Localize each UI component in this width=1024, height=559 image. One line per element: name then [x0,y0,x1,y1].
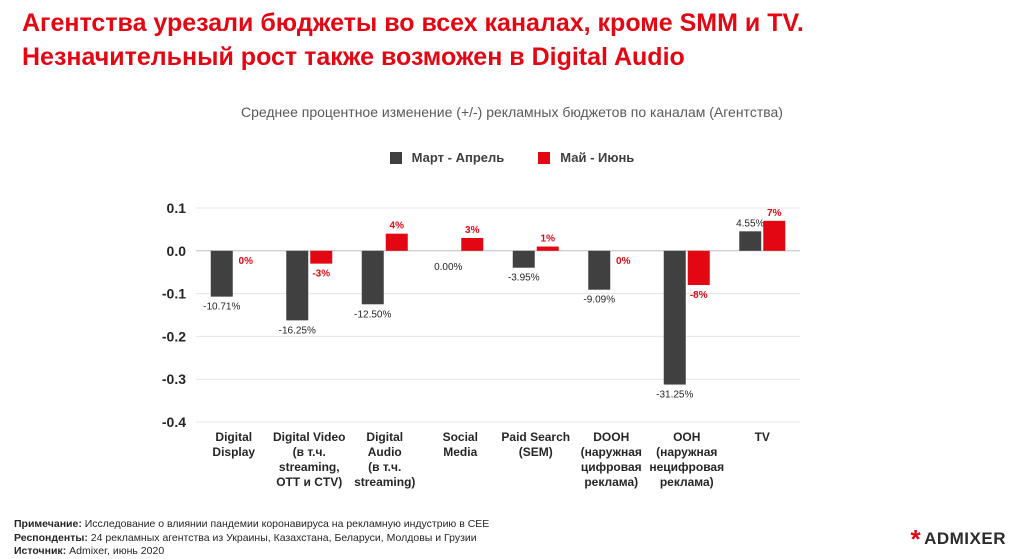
headline: Агентства урезали бюджеты во всех канала… [22,6,1002,74]
bar-series-2 [763,220,786,251]
legend-item-series-2: Май - Июнь [538,150,634,165]
bar-series-2 [310,250,333,264]
footnote-respondents: Респонденты: 24 рекламных агентства из У… [14,532,489,546]
legend-swatch-series-2 [538,151,551,164]
data-label-series-2: 3% [465,225,480,236]
data-label-series-1: -12.50% [354,309,391,320]
x-category-label: Digital Display [212,430,256,459]
legend-item-series-1: Март - Апрель [389,150,505,165]
x-category-label: Social Media [442,430,478,459]
chart-legend: Март - Апрель Май - Июнь [0,150,1024,165]
x-category-label: Digital Video (в т.ч. streaming, OTT и C… [273,430,346,489]
data-label-series-1: -31.25% [656,390,693,401]
bar-series-2 [461,237,484,251]
x-category-label: Digital Audio (в т.ч. streaming) [354,430,416,489]
chart-title: Среднее процентное изменение (+/-) рекла… [241,104,783,120]
y-tick-label: -0.3 [162,371,186,387]
x-category-label: OOH (наружная нецифровая реклама) [649,430,725,489]
data-label-series-1: -10.71% [203,302,240,313]
y-tick-label: -0.1 [162,286,186,302]
data-label-series-2: 0% [616,256,631,267]
bar-series-1 [663,250,686,385]
footnote-note: Примечание: Исследование о влиянии панде… [14,518,489,532]
x-category-label: Paid Search (SEM) [501,430,571,459]
footnote-note-text: Исследование о влиянии пандемии коронави… [81,518,490,530]
bar-series-2 [687,250,710,286]
admixer-logo: * ADMIXER [910,524,1006,554]
footnote-source: Источник: Admixer, июнь 2020 [14,545,489,559]
bar-series-2 [385,233,408,251]
data-label-series-2: 7% [767,208,782,219]
data-label-series-1: 4.55% [736,218,764,229]
y-tick-label: -0.2 [162,328,186,344]
x-category-label: TV [754,430,770,444]
headline-line-2: Незначительный рост также возможен в Dig… [22,43,685,71]
data-label-series-2: -3% [312,269,330,280]
logo-text: ADMIXER [924,529,1006,548]
y-tick-label: -0.4 [162,414,186,430]
headline-line-1: Агентства урезали бюджеты во всех канала… [22,9,804,37]
data-label-series-1: -16.25% [279,325,316,336]
bar-series-1 [210,250,233,297]
x-category-label: DOOH (наружная цифровая реклама) [580,430,642,489]
bar-series-1 [361,250,384,305]
logo-star-icon: * [910,524,922,554]
footnote-source-text: Admixer, июнь 2020 [66,545,165,557]
bar-series-1 [512,250,535,268]
footnote-note-label: Примечание: [14,518,82,530]
bar-series-2 [536,246,559,251]
legend-swatch-series-1 [389,151,402,164]
bar-series-1 [286,250,309,321]
legend-label-series-2: Май - Июнь [560,150,635,165]
y-tick-label: 0.1 [167,200,187,216]
footnote-source-label: Источник: [14,545,67,557]
bar-series-1 [588,250,611,290]
footnote-respondents-text: 24 рекламных агентства из Украины, Казах… [87,531,477,544]
bar-series-1 [739,231,762,251]
legend-label-series-1: Март - Апрель [411,150,505,165]
data-label-series-1: -9.09% [583,295,615,306]
data-label-series-2: -8% [690,290,708,301]
data-label-series-2: 1% [541,234,556,245]
y-tick-label: 0.0 [167,243,187,259]
data-label-series-2: 0% [239,256,254,267]
footnote: Примечание: Исследование о влиянии панде… [14,518,489,559]
data-label-series-2: 4% [390,221,405,232]
data-label-series-1: -3.95% [508,273,540,284]
footnote-respondents-label: Респонденты: [14,531,88,544]
data-label-series-1: 0.00% [434,262,462,273]
